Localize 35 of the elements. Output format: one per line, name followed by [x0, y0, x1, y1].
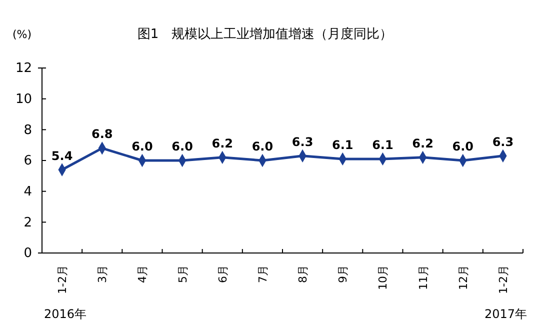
y-tick-label: 2: [24, 215, 32, 230]
data-label: 6.2: [412, 136, 434, 150]
text: 2017年: [484, 307, 527, 321]
x-tick-label: 1-2月: [496, 265, 510, 294]
x-tick-label: 11月: [416, 265, 430, 290]
data-label: 6.1: [372, 138, 394, 152]
x-tick-label: 1-2月: [56, 265, 70, 294]
x-tick-label: 3月: [96, 265, 110, 283]
y-tick-label: 8: [24, 122, 32, 138]
data-label: 6.3: [292, 134, 314, 149]
x-tick-label: 4月: [136, 265, 150, 283]
y-tick-label: 0: [24, 246, 32, 262]
y-tick-label: 4: [24, 184, 32, 200]
x-tick-label: 6月: [216, 265, 230, 283]
data-label: 6.1: [332, 138, 354, 152]
data-label: 5.4: [51, 148, 73, 163]
x-tick-label: 5月: [176, 265, 190, 283]
data-label: 6.0: [172, 140, 193, 154]
chart-title: 图1 规模以上工业增加值增速（月度同比）: [137, 26, 393, 42]
y-tick-label: 12: [15, 61, 32, 76]
text: 2016年: [44, 307, 87, 321]
x-tick-label: 9月: [336, 265, 350, 283]
y-tick-label: 6: [24, 154, 32, 169]
x-tick-label: 12月: [456, 265, 470, 290]
data-label: 6.3: [492, 134, 514, 149]
data-label: 6.0: [252, 140, 274, 154]
x-tick-label: 8月: [296, 265, 310, 283]
x-tick-label: 7月: [256, 265, 270, 283]
data-label: 6.8: [91, 127, 113, 142]
x-tick-label: 10月: [376, 265, 390, 290]
data-label: 6.2: [212, 136, 234, 150]
y-tick-label: 10: [15, 92, 32, 107]
data-label: 6.0: [452, 140, 474, 154]
y-axis-title: (%): [12, 28, 32, 41]
data-label: 6.0: [132, 140, 153, 154]
